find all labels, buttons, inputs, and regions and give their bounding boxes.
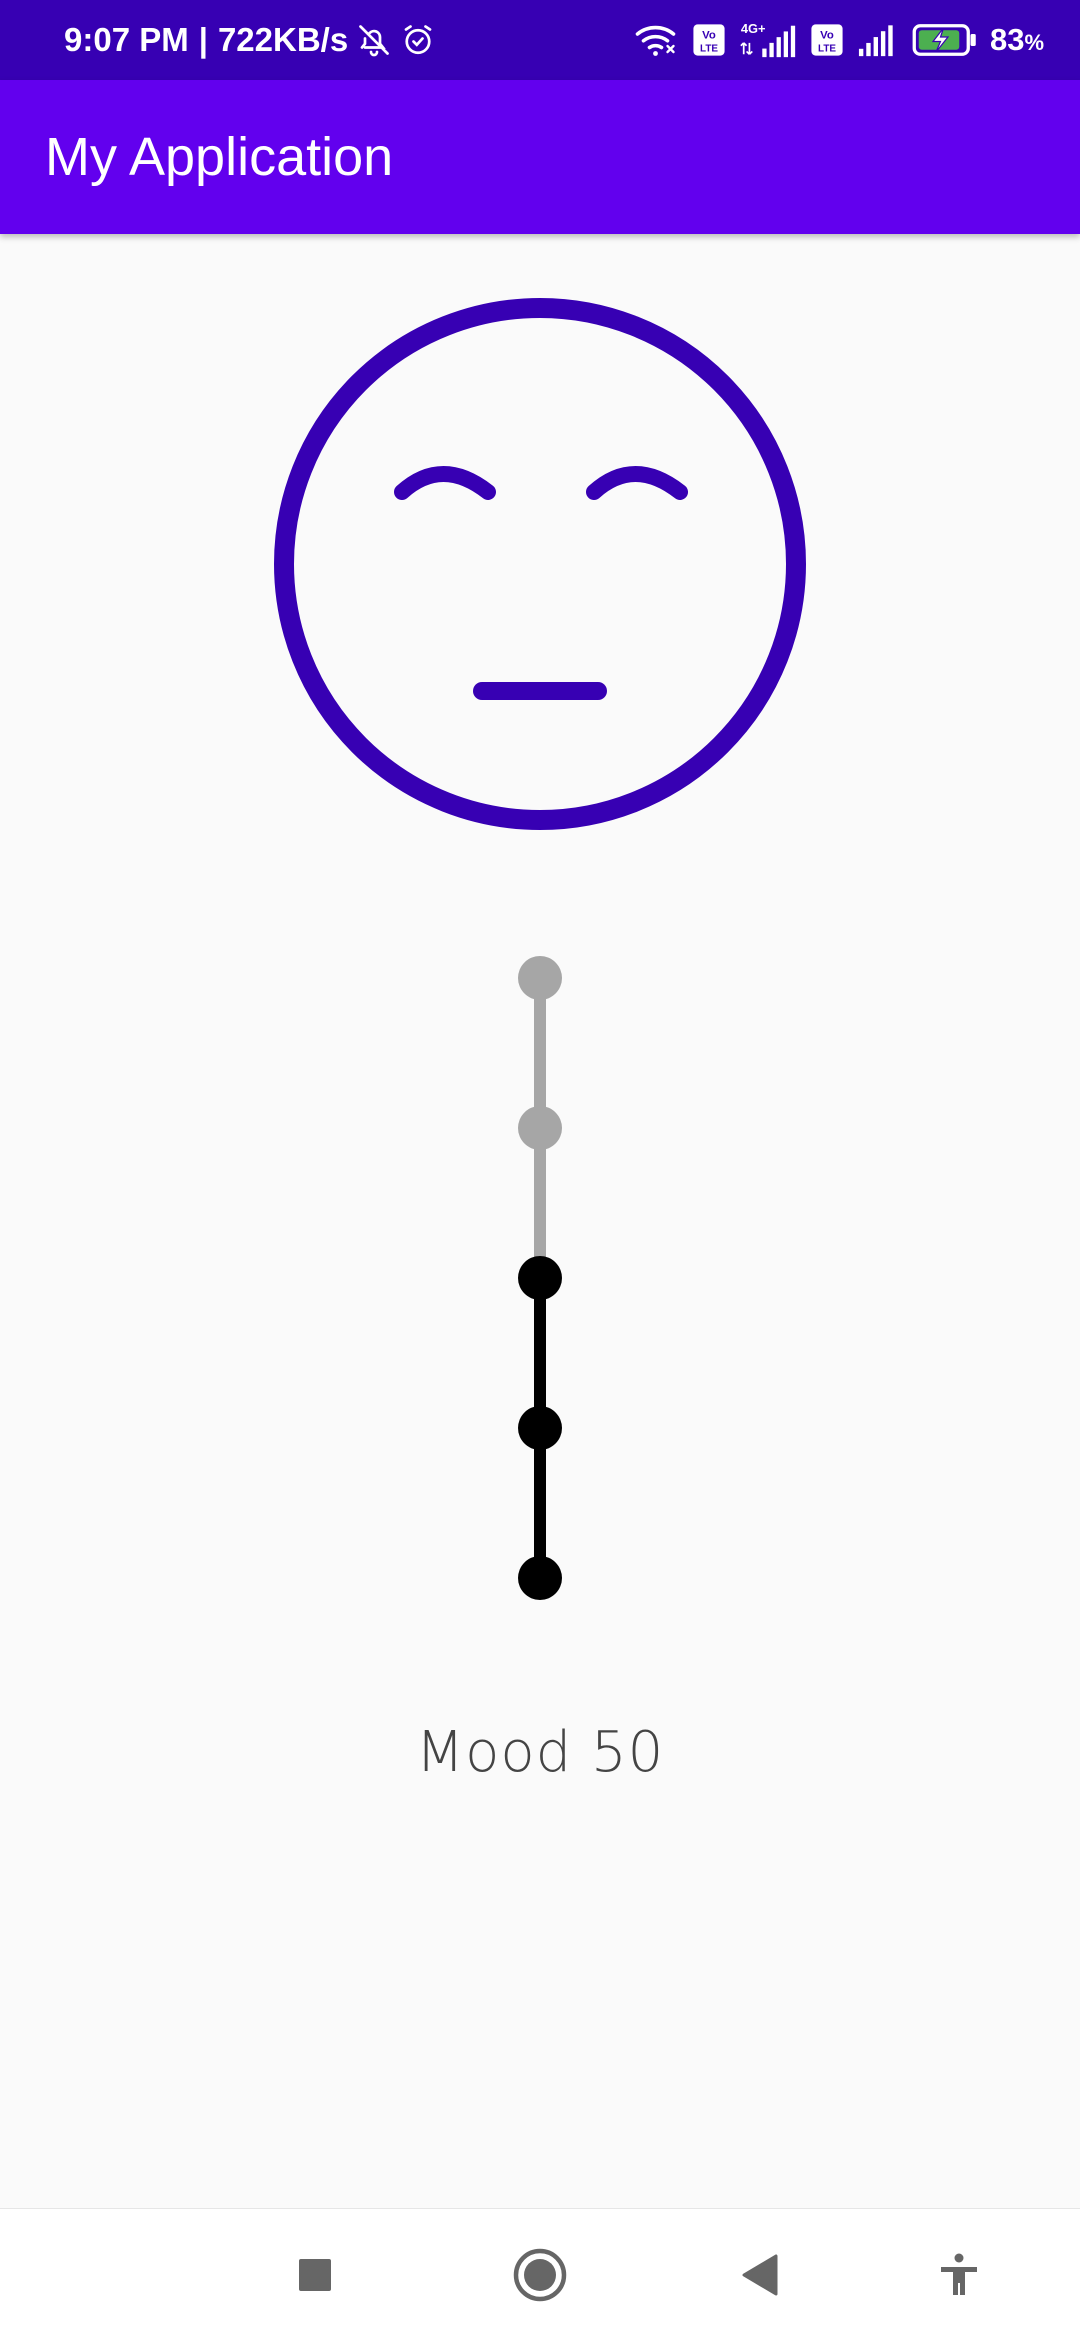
accessibility-button[interactable] [904,2209,1014,2340]
home-icon [513,2248,567,2302]
signal-icon [856,22,900,58]
mute-icon [356,22,392,58]
network-speed: 722KB/s [217,21,349,58]
mood-label: Mood 50 [415,1720,665,1785]
battery-charging-icon [912,22,978,58]
battery-percent-unit: % [1024,30,1044,55]
volte-icon: Vo LTE [692,23,726,57]
app-bar: My Application [0,80,1080,234]
back-icon [742,2254,778,2296]
svg-text:LTE: LTE [818,43,836,54]
left-eye [394,466,496,500]
slider-tick-25[interactable] [518,1406,562,1450]
slider-tick-100[interactable] [518,956,562,1000]
right-eye [586,466,688,500]
status-right: Vo LTE 4G+ Vo LTE [634,0,1044,80]
mood-face [274,298,806,830]
volte-icon-2: Vo LTE [810,23,844,57]
app-title: My Application [45,127,394,187]
network-type-label: 4G+ [741,21,766,36]
accessibility-icon [941,2253,977,2295]
alarm-icon [400,22,436,58]
mood-slider[interactable] [500,950,580,1600]
svg-text:Vo: Vo [702,30,716,42]
face-outline [274,298,806,830]
status-time: 9:07 PM [64,21,189,58]
recents-icon [299,2259,331,2291]
slider-thumb[interactable] [518,1256,562,1300]
slider-tick-75[interactable] [518,1106,562,1150]
wifi-icon [634,22,680,58]
nav-bar [0,2208,1080,2340]
status-separator: | [198,21,208,58]
svg-text:Vo: Vo [820,30,834,42]
status-bar: 9:07 PM | 722KB/s [0,0,1080,80]
status-left: 9:07 PM | 722KB/s [64,0,436,80]
recents-button[interactable] [260,2209,370,2340]
svg-text:LTE: LTE [700,43,718,54]
battery-percent: 83% [990,22,1044,58]
signal-4g-icon: 4G+ [738,20,798,60]
back-button[interactable] [705,2209,815,2340]
slider-tick-0[interactable] [518,1556,562,1600]
battery-percent-value: 83 [989,22,1025,57]
home-button[interactable] [485,2209,595,2340]
